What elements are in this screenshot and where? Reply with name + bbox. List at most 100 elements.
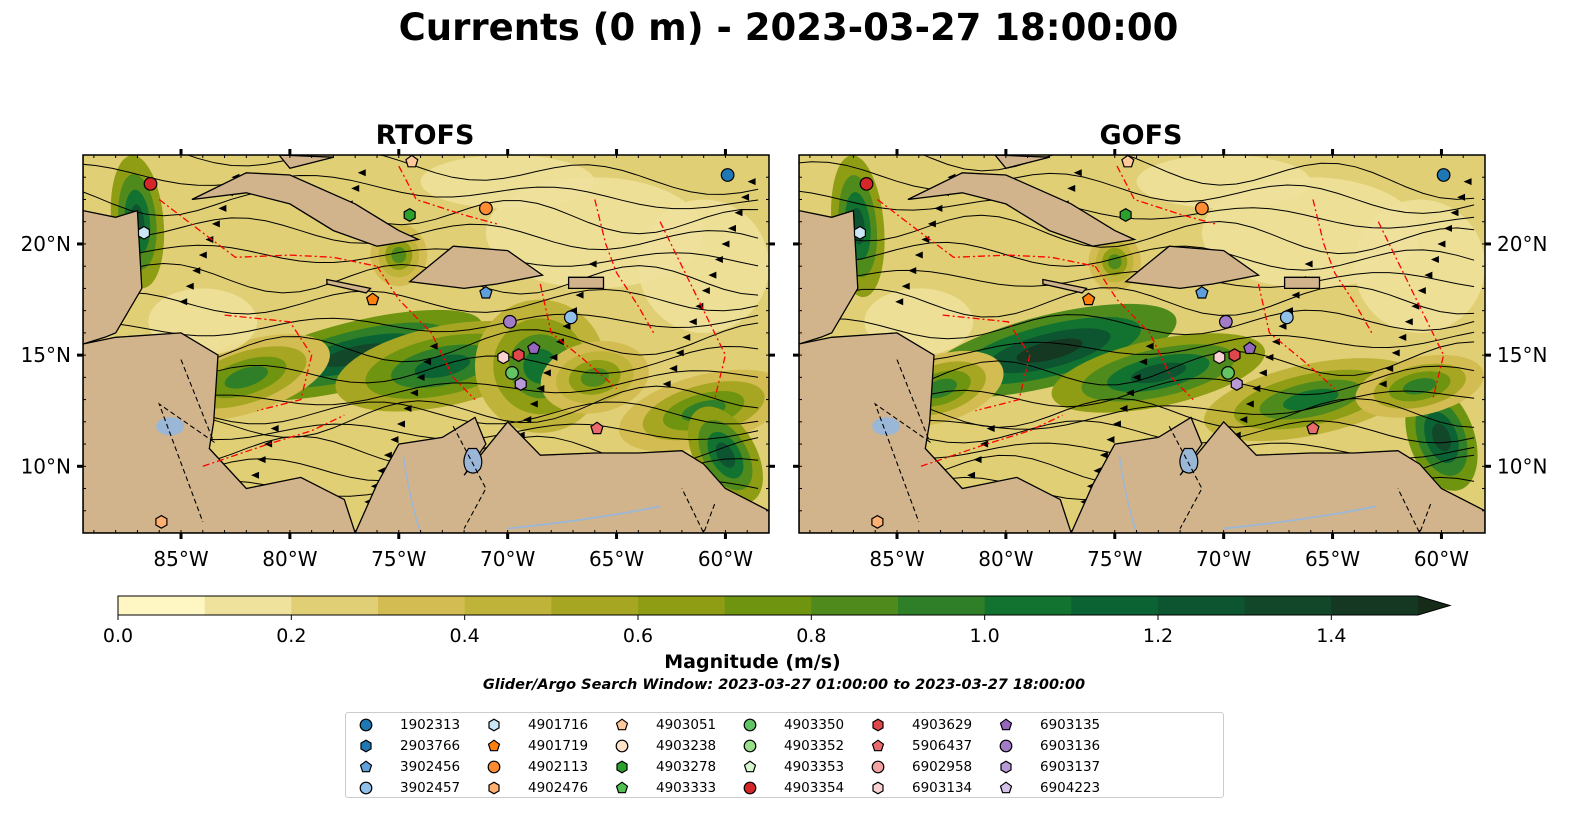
streamline-arrow bbox=[1378, 380, 1387, 388]
landmass bbox=[799, 332, 1072, 533]
legend-label: 6903134 bbox=[912, 780, 973, 796]
streamline-arrow bbox=[205, 235, 214, 243]
river bbox=[507, 505, 661, 530]
landmass bbox=[799, 155, 859, 345]
legend-marker-4903333 bbox=[615, 781, 629, 794]
streamline-arrow bbox=[1073, 169, 1082, 177]
streamline-arrow bbox=[1463, 178, 1472, 186]
y-tick-label: 20°N bbox=[1497, 232, 1547, 256]
eez-boundary bbox=[1312, 199, 1373, 334]
landmass bbox=[907, 172, 1137, 247]
y-tick-label: 20°N bbox=[21, 232, 71, 256]
streamline-arrow bbox=[270, 424, 279, 432]
streamline-arrow bbox=[1119, 404, 1128, 412]
legend-marker-icon bbox=[872, 718, 884, 732]
streamline-arrow bbox=[1258, 369, 1267, 377]
streamline-arrow bbox=[727, 224, 736, 232]
streamline bbox=[83, 262, 759, 296]
legend-marker-3902457 bbox=[359, 781, 373, 795]
legend-label: 4903278 bbox=[656, 759, 717, 775]
float-marker-4902113 bbox=[1194, 201, 1209, 216]
chart-title: Currents (0 m) - 2023-03-27 18:00:00 bbox=[398, 6, 1179, 49]
eez-boundary bbox=[942, 314, 1031, 412]
float-marker-4903629 bbox=[1228, 348, 1241, 363]
colorbar-bin bbox=[1158, 596, 1246, 615]
colorbar-tick-label: 0.2 bbox=[276, 625, 306, 647]
legend-marker-icon bbox=[359, 781, 373, 795]
streamline-arrow bbox=[721, 240, 730, 248]
eez-boundary bbox=[594, 199, 655, 334]
streamline-arrow bbox=[675, 349, 684, 357]
legend-marker-4903353 bbox=[743, 760, 757, 773]
legend-marker-6903136 bbox=[999, 739, 1013, 753]
panel-title-gofs: GOFS bbox=[1099, 120, 1183, 151]
streamline-arrow bbox=[416, 373, 425, 381]
low-speed-patch bbox=[1354, 199, 1485, 333]
streamline-arrow bbox=[357, 169, 366, 177]
country-border bbox=[1397, 488, 1432, 533]
float-marker-4902113 bbox=[478, 201, 493, 216]
legend-marker-icon bbox=[487, 739, 501, 752]
legend-label: 4903354 bbox=[784, 780, 845, 796]
colorbar-bin bbox=[204, 596, 292, 615]
float-marker-3902456 bbox=[1195, 285, 1209, 299]
float-marker-6903137 bbox=[514, 377, 527, 391]
river bbox=[1223, 505, 1377, 530]
legend-label: 4903352 bbox=[784, 738, 845, 754]
float-marker-6903137 bbox=[1230, 377, 1243, 391]
x-tick-label: 65°W bbox=[589, 547, 644, 571]
landmass bbox=[567, 276, 605, 290]
legend-label: 6902958 bbox=[912, 759, 973, 775]
streamline-arrow bbox=[682, 333, 691, 341]
float-marker-4903278 bbox=[403, 208, 416, 222]
streamline-arrow bbox=[1404, 318, 1413, 326]
legend-label: 3902457 bbox=[400, 780, 461, 796]
eez-boundary bbox=[1377, 221, 1445, 400]
eez-boundary bbox=[920, 414, 1063, 467]
landmass bbox=[83, 332, 356, 533]
landmass bbox=[1070, 416, 1485, 533]
streamline-arrow bbox=[423, 358, 432, 366]
legend-marker-4901716 bbox=[488, 718, 500, 732]
legend-marker-3902456 bbox=[359, 760, 373, 773]
colorbar-tick-label: 0.6 bbox=[623, 625, 653, 647]
streamline bbox=[83, 190, 759, 235]
legend-marker-icon bbox=[999, 739, 1013, 753]
colorbar-tick-label: 1.4 bbox=[1316, 625, 1346, 647]
streamline bbox=[799, 214, 1475, 255]
streamline-arrow bbox=[734, 209, 743, 217]
streamline-arrow bbox=[1112, 420, 1121, 428]
streamline bbox=[83, 313, 759, 337]
map-panels: 85°W 80°W 75°W 70°W 65°W 60°W10°N15°N20°N85°W… bbox=[21, 149, 1547, 571]
legend-label: 4903333 bbox=[656, 780, 717, 796]
landmass bbox=[354, 416, 769, 533]
streamline-arrow bbox=[1291, 291, 1300, 299]
legend-label: 4903350 bbox=[784, 717, 845, 733]
legend-label: 3902456 bbox=[400, 759, 461, 775]
streamline-arrow bbox=[1411, 302, 1420, 310]
colorbar-extend-arrow bbox=[1418, 596, 1450, 615]
legend-marker-4903352 bbox=[743, 739, 757, 753]
streamline-arrow bbox=[523, 416, 532, 424]
legend-marker-icon bbox=[871, 760, 885, 774]
float-marker-4901719 bbox=[1081, 292, 1096, 306]
legend-marker-4903350 bbox=[743, 718, 757, 732]
eez-boundary bbox=[202, 414, 345, 467]
landmass bbox=[408, 245, 545, 290]
colorbar-tick-label: 0.8 bbox=[796, 625, 826, 647]
colorbar-bin bbox=[1331, 596, 1419, 615]
legend-marker-6902958 bbox=[871, 760, 885, 774]
legend-marker-icon bbox=[743, 718, 757, 732]
float-marker-4903629 bbox=[512, 348, 525, 363]
streamline-arrow bbox=[934, 204, 943, 212]
streamline-arrow bbox=[1139, 358, 1148, 366]
streamline-arrow bbox=[1417, 287, 1426, 295]
eez-boundary bbox=[1116, 165, 1216, 225]
float-marker-5906437 bbox=[590, 421, 604, 435]
legend-marker-4901719 bbox=[487, 739, 501, 752]
x-tick-label: 75°W bbox=[1087, 547, 1142, 571]
current-speed-blob bbox=[1402, 378, 1437, 395]
streamline-arrow bbox=[383, 451, 392, 459]
streamline-arrow bbox=[396, 420, 405, 428]
map-frame bbox=[798, 154, 1486, 534]
